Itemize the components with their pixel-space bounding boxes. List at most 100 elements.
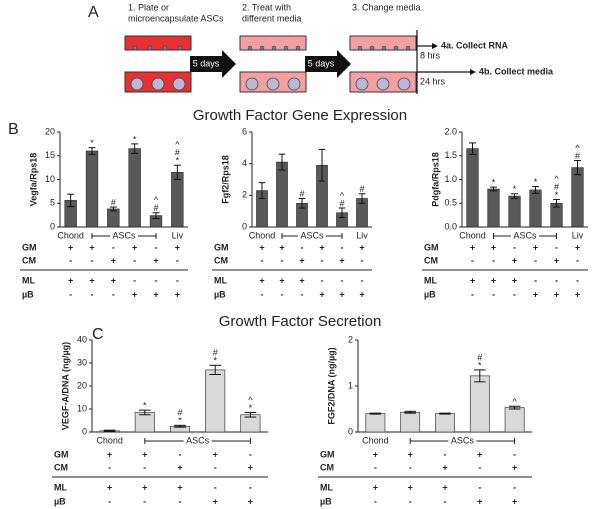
condition-value: +	[512, 462, 517, 472]
condition-value: +	[142, 449, 147, 459]
condition-value: +	[259, 275, 264, 285]
condition-name: GM	[54, 449, 69, 459]
y-axis-label: Fgf2/Rps18	[220, 155, 230, 204]
bar	[466, 148, 479, 228]
condition-name: GM	[214, 242, 229, 252]
error-bar	[67, 193, 75, 208]
condition-value: +	[442, 482, 447, 492]
arrow	[190, 50, 351, 78]
condition-value: -	[108, 496, 111, 506]
branch-time: 24 hrs	[420, 76, 446, 86]
condition-value: -	[513, 449, 516, 459]
condition-value: -	[249, 482, 252, 492]
condition-value: -	[555, 242, 558, 252]
significance-mark: #	[339, 198, 344, 208]
condition-value: +	[408, 449, 413, 459]
error-bar	[469, 142, 476, 155]
significance-mark: ^	[575, 143, 580, 153]
x-tick-label: Liv	[356, 230, 368, 240]
condition-value: +	[319, 242, 324, 252]
condition-value: +	[575, 242, 580, 252]
x-tick-label: Chond	[362, 435, 389, 445]
group-label: ASCs	[451, 435, 475, 445]
y-tick-label: 0.5	[444, 198, 457, 208]
error-bar	[574, 160, 581, 176]
condition-value: -	[492, 289, 495, 299]
step-text: microencapsulate ASCs	[128, 13, 224, 23]
condition-name: ML	[320, 482, 333, 492]
condition-value: +	[68, 275, 73, 285]
y-tick-label: 2	[242, 190, 247, 200]
error-bar	[404, 410, 416, 414]
condition-value: -	[409, 496, 412, 506]
group-label-bg	[183, 436, 212, 446]
y-tick-label: 15	[45, 150, 55, 160]
step-text: 3. Change media	[352, 2, 421, 12]
significance-mark: #	[299, 189, 304, 199]
panel-label: B	[8, 121, 19, 138]
condition-value: -	[513, 482, 516, 492]
group-label-bg	[110, 231, 138, 241]
condition-name: ML	[214, 275, 227, 285]
condition-value: -	[69, 255, 72, 265]
y-tick-label: 40	[77, 334, 87, 344]
condition-value: -	[214, 482, 217, 492]
error-bar	[152, 212, 160, 219]
condition-value: -	[261, 289, 264, 299]
y-tick-label: 0	[242, 221, 247, 231]
condition-value: +	[132, 289, 137, 299]
significance-mark: *	[90, 138, 94, 148]
condition-value: -	[555, 275, 558, 285]
y-tick-label: 0	[348, 426, 353, 436]
condition-value: +	[533, 289, 538, 299]
condition-value: +	[279, 242, 284, 252]
significance-mark: *	[249, 403, 253, 413]
condition-value: -	[179, 496, 182, 506]
condition-value: -	[91, 289, 94, 299]
condition-value: +	[477, 496, 482, 506]
condition-value: -	[143, 462, 146, 472]
error-bar	[109, 206, 117, 212]
error-bar	[318, 148, 326, 182]
bar	[205, 369, 226, 433]
error-bar	[298, 198, 306, 209]
condition-value: +	[153, 255, 158, 265]
error-bar	[358, 193, 366, 204]
condition-value: -	[576, 275, 579, 285]
branch-text: 4a. Collect RNA	[441, 40, 509, 50]
group-label-bg	[448, 436, 477, 446]
bar	[107, 208, 120, 228]
condition-value: -	[444, 449, 447, 459]
condition-value: -	[321, 275, 324, 285]
condition-value: +	[491, 275, 496, 285]
panel-label: A	[88, 4, 99, 21]
condition-value: -	[513, 242, 516, 252]
y-tick-label: 20	[45, 126, 55, 136]
significance-mark: #	[359, 184, 364, 194]
condition-value: -	[143, 496, 146, 506]
condition-value: -	[374, 462, 377, 472]
error-bar	[511, 193, 518, 199]
condition-value: -	[176, 275, 179, 285]
condition-value: -	[281, 289, 284, 299]
significance-mark: ^	[154, 195, 159, 205]
error-bar	[244, 411, 257, 418]
condition-value: -	[108, 462, 111, 472]
significance-mark: #	[554, 182, 559, 192]
significance-mark: ^	[248, 395, 253, 405]
condition-name: GM	[22, 242, 37, 252]
error-bar	[173, 164, 181, 180]
condition-name: ML	[54, 482, 67, 492]
condition-value: +	[512, 275, 517, 285]
condition-name: GM	[320, 449, 335, 459]
branch-text: 4b. Collect media	[479, 66, 554, 76]
condition-value: -	[471, 255, 474, 265]
condition-value: +	[89, 275, 94, 285]
condition-value: +	[359, 289, 364, 299]
condition-value: +	[175, 289, 180, 299]
condition-value: +	[442, 462, 447, 472]
error-bar	[490, 186, 497, 192]
condition-value: +	[339, 289, 344, 299]
condition-name: GM	[424, 242, 439, 252]
